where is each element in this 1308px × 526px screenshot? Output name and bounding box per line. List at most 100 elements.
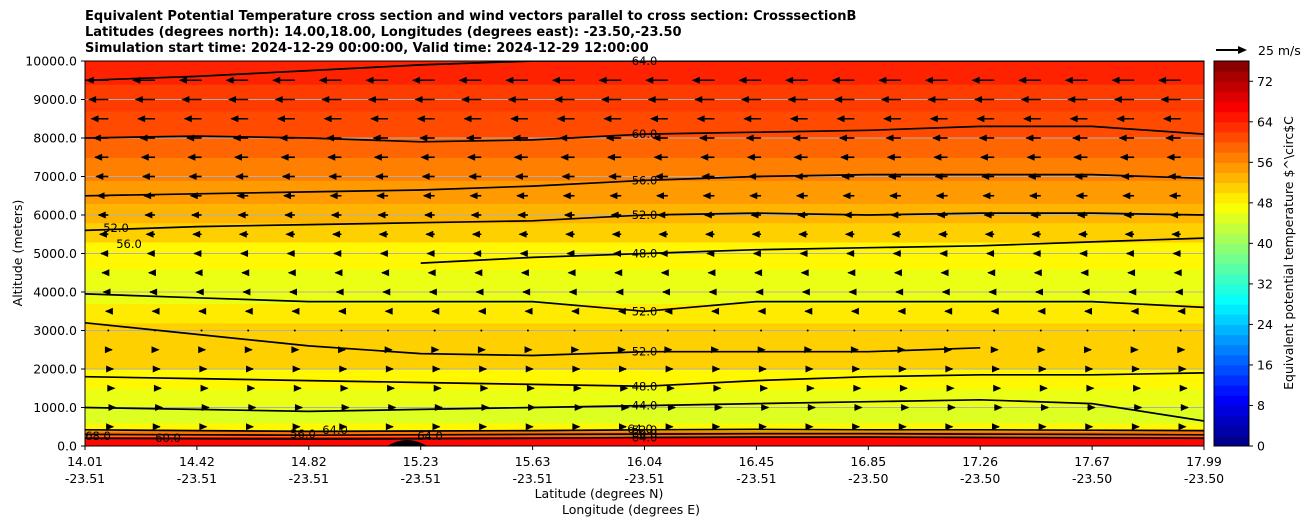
wind-vector-head [235,173,244,180]
wind-vector-head [95,173,104,180]
wind-vector-head [341,404,350,411]
wind-vector-head [432,365,441,373]
wind-vector-head [323,115,332,123]
wind-vector-head [1128,288,1137,296]
wind-vector-head [944,307,953,315]
wind-vector-head [248,404,257,411]
x-tick-label-lat: 14.42 [179,454,215,469]
wind-vector [713,329,716,332]
wind-vector-head [149,288,158,296]
wind-vector-head [1073,153,1082,161]
contour-label-extra-6: 64.0 [417,429,443,443]
wind-vector-head [425,230,434,238]
wind-vector-head [480,384,489,392]
contour-label-extra-4: 56.0 [290,427,316,441]
wind-vector-head [192,230,201,238]
contour-line-5 [85,293,1204,313]
wind-vector-head [291,346,300,354]
wind-vector-head [1020,96,1029,103]
x-tick-label-lat: 14.82 [291,454,327,469]
wind-vector-head [752,250,761,257]
wind-vector [200,329,203,332]
wind-vector [293,329,296,332]
wind-vector-head [327,153,336,161]
contour-line-0 [85,61,1204,82]
wind-vector-head [468,173,477,180]
fill-layer-6 [85,349,1204,370]
colorbar-band [1214,324,1249,336]
wind-vector-head [519,250,528,257]
wind-vector-head [1035,288,1044,296]
wind-vector-head [140,153,149,161]
wind-vector-head [944,346,953,354]
wind-vector-head [990,346,999,354]
wind-vector-head [924,76,933,84]
wind-vector-head [479,365,488,373]
wind-vector-head [1084,346,1093,354]
wind-vector-head [339,365,348,373]
filled-contours [85,61,1204,446]
wind-vector-head [274,96,283,103]
wind-vector-head [981,173,990,180]
wind-vector-head [750,211,759,219]
colorbar-band [1214,405,1249,417]
wind-vector-head [850,346,859,354]
y-tick-label: 7000.0 [33,169,77,184]
terrain-peak [387,440,428,446]
y-tick-label: 10000.0 [25,54,77,69]
wind-vector-head [572,365,581,373]
wind-vector-head [609,192,618,200]
wind-vector-head [528,404,537,411]
wind-vector-head [1174,288,1183,296]
fill-layer-12 [85,203,1204,224]
wind-vector-head [473,250,482,257]
wind-vector [946,329,949,332]
fill-layer-4 [85,388,1204,409]
wind-vector-head [892,250,901,257]
x-tick-label-lat: 17.26 [962,454,998,469]
wind-vector-head [979,153,988,161]
wind-vector-head [186,134,195,142]
wind-vector-head [664,346,673,354]
wind-vector-head [372,134,381,142]
wind-vector-head [947,404,956,411]
contour-label-extra-0: 52.0 [103,221,129,235]
wind-vector-head [326,134,335,142]
colorbar-band [1214,111,1249,123]
wind-vector-head [378,230,387,238]
wind-vector-head [898,365,907,373]
wind-vector-head [691,76,700,84]
wind-vector-head [738,76,747,84]
wind-vector-head [983,211,992,219]
wind-vector-head [1130,346,1139,354]
wind-vector-head [382,288,391,296]
wind-vector-head [836,115,845,123]
wind-vector-head [743,115,752,123]
wind-vector-head [901,404,910,411]
wind-vector-head [285,230,294,238]
wind-vector-head [991,423,1000,431]
wind-vector-head [458,76,467,84]
colorbar-band [1214,243,1249,254]
wind-vector-head [987,269,996,277]
wind-vector-head [562,192,571,200]
wind-vector-head [617,346,626,354]
wind-vector-head [145,230,154,238]
wind-vector-head [712,365,721,373]
wind-vector [1039,329,1042,332]
wind-vector [993,329,996,332]
wind-vector-head [647,96,656,103]
wind-vector-head [559,134,568,142]
colorbar-tick-label: 56 [1257,155,1273,170]
wind-vector-head [934,173,943,180]
wind-vector [247,329,250,332]
colorbar-band [1214,364,1249,376]
wind-vector-head [880,96,889,103]
wind-vector-head [852,423,861,431]
wind-vector-head [245,423,254,431]
wind-vector-head [94,153,103,161]
colorbar-tick-label: 72 [1257,74,1273,89]
fill-layer-7 [85,322,1204,351]
wind-vector-head [422,192,431,200]
wind-vector-head [929,115,938,123]
